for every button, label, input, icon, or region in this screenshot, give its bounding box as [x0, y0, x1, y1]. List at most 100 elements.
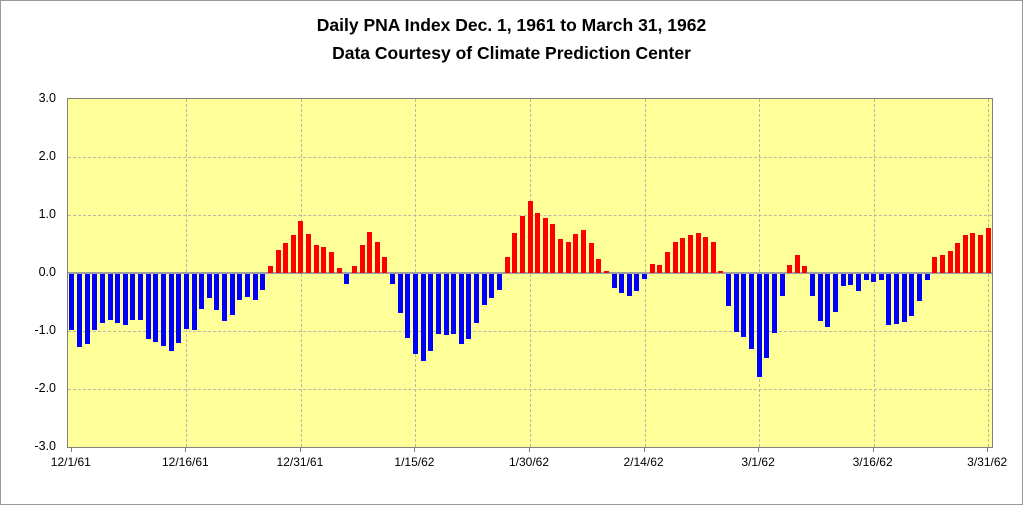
bar-positive: [710, 242, 716, 273]
x-axis-tick: [873, 448, 874, 452]
bar-positive: [504, 256, 510, 273]
bar-negative: [451, 274, 457, 334]
bar-negative: [871, 274, 877, 283]
bar-positive: [283, 243, 289, 273]
bar-positive: [382, 256, 388, 273]
bar-positive: [367, 231, 373, 273]
bar-negative: [191, 274, 197, 330]
bar-negative: [138, 274, 144, 320]
chart-title: Daily PNA Index Dec. 1, 1961 to March 31…: [316, 15, 707, 35]
bar-negative: [405, 274, 411, 338]
y-axis-label: -1.0: [34, 323, 56, 337]
bar-positive: [519, 216, 525, 273]
bar-negative: [153, 274, 159, 343]
bar-negative: [420, 274, 426, 361]
zero-axis-line: [68, 272, 992, 274]
bar-negative: [756, 274, 762, 377]
bar-positive: [351, 266, 357, 273]
bar-positive: [794, 255, 800, 273]
x-axis-label: 12/1/61: [50, 455, 91, 469]
x-axis-label: 12/16/61: [162, 455, 209, 469]
bar-negative: [916, 274, 922, 302]
bar-negative: [199, 274, 205, 310]
bar-positive: [985, 227, 991, 273]
bar-negative: [611, 274, 617, 288]
bar-positive: [978, 235, 984, 273]
bar-positive: [267, 266, 273, 273]
bar-negative: [168, 274, 174, 351]
bar-negative: [344, 274, 350, 285]
bar-positive: [306, 234, 312, 273]
bar-negative: [634, 274, 640, 292]
bar-negative: [733, 274, 739, 332]
bar-negative: [825, 274, 831, 327]
bar-positive: [275, 249, 281, 273]
bar-positive: [718, 271, 724, 273]
title-block: Daily PNA Index Dec. 1, 1961 to March 31…: [1, 11, 1022, 67]
bar-negative: [183, 274, 189, 330]
bar-negative: [435, 274, 441, 334]
bar-negative: [466, 274, 472, 339]
bar-positive: [664, 252, 670, 273]
bar-positive: [939, 255, 945, 273]
bar-negative: [626, 274, 632, 297]
bar-negative: [206, 274, 212, 298]
bar-negative: [115, 274, 121, 323]
bar-negative: [260, 274, 266, 291]
bar-negative: [642, 274, 648, 279]
bar-negative: [443, 274, 449, 335]
bar-negative: [428, 274, 434, 351]
bar-negative: [390, 274, 396, 284]
bar-positive: [313, 244, 319, 273]
bar-positive: [527, 201, 533, 273]
bar-negative: [764, 274, 770, 359]
x-axis-label: 12/31/61: [276, 455, 324, 469]
bar-positive: [359, 244, 365, 273]
bar-positive: [512, 232, 518, 273]
bar-positive: [970, 232, 976, 273]
bar-negative: [99, 274, 105, 323]
bar-positive: [298, 220, 304, 273]
bar-positive: [802, 266, 808, 273]
bar-positive: [695, 232, 701, 273]
bar-positive: [550, 224, 556, 273]
bar-negative: [252, 274, 258, 300]
bar-negative: [122, 274, 128, 326]
x-axis-tick: [758, 448, 759, 452]
y-axis-label: 3.0: [38, 91, 56, 105]
x-axis-label: 2/14/62: [623, 455, 664, 469]
bar-positive: [649, 264, 655, 273]
bar-negative: [145, 274, 151, 339]
bar-negative: [130, 274, 136, 321]
bar-negative: [160, 274, 166, 346]
bar-negative: [909, 274, 915, 316]
bar-negative: [817, 274, 823, 321]
x-axis-label: 3/31/62: [967, 455, 1008, 469]
x-axis-tick: [300, 448, 301, 452]
bar-negative: [878, 274, 884, 280]
bar-positive: [703, 237, 709, 273]
y-axis-label: 1.0: [38, 207, 56, 221]
bar-negative: [397, 274, 403, 314]
x-axis-label: 1/30/62: [508, 455, 550, 469]
bar-negative: [76, 274, 82, 348]
bar-positive: [290, 234, 296, 273]
y-axis-label: -2.0: [34, 381, 56, 395]
bar-negative: [840, 274, 846, 286]
bar-positive: [603, 271, 609, 273]
bar-negative: [496, 274, 502, 290]
bar-positive: [374, 241, 380, 273]
bar-negative: [474, 274, 480, 324]
x-axis-tick: [529, 448, 530, 452]
x-axis-tick: [644, 448, 645, 452]
bar-positive: [955, 242, 961, 273]
bar-negative: [741, 274, 747, 338]
bar-negative: [886, 274, 892, 326]
x-axis-label: 3/16/62: [852, 455, 893, 469]
bar-negative: [84, 274, 90, 345]
bar-negative: [458, 274, 464, 344]
bar-negative: [237, 274, 243, 301]
bar-positive: [565, 241, 571, 273]
y-axis-label: 2.0: [38, 149, 56, 163]
bar-negative: [229, 274, 235, 316]
